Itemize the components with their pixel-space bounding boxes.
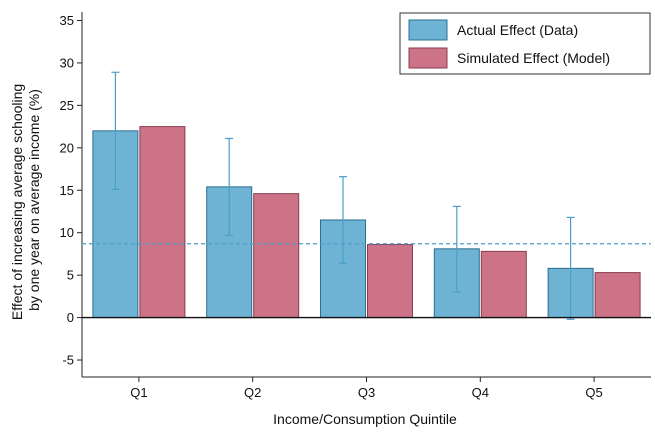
legend-swatch-actual [408,19,448,41]
x-axis-title: Income/Consumption Quintile [273,411,457,427]
x-tick-label: Q2 [244,385,261,400]
y-tick-label: 5 [67,268,74,283]
y-tick-label: 35 [60,13,74,28]
bars [92,126,641,319]
y-axis-title-line-2: by one year on average income (%) [26,89,42,311]
bar-simulated [594,272,641,319]
legend: Actual Effect (Data) Simulated Effect (M… [399,12,651,75]
y-axis-ticks: -5 0 5 10 15 20 25 30 35 [60,13,82,368]
y-tick-label: 0 [67,310,74,325]
x-tick-label: Q3 [358,385,375,400]
y-tick-label: 10 [60,225,74,240]
x-tick-label: Q5 [585,385,602,400]
x-tick-label: Q1 [130,385,147,400]
error-bars [111,71,575,320]
x-tick-label: Q4 [472,385,489,400]
bar-simulated [480,250,527,319]
legend-label-simulated: Simulated Effect (Model) [457,50,610,66]
y-tick-label: 25 [60,98,74,113]
legend-label-actual: Actual Effect (Data) [457,22,578,38]
y-axis-title: Effect of increasing average schooling b… [9,80,42,320]
x-axis-ticks: Q1 Q2 Q3 Q4 Q5 [130,377,603,400]
bar-simulated [139,126,186,319]
bar-simulated [253,193,300,319]
y-axis-title-line-1: Effect of increasing average schooling [9,84,25,320]
y-tick-label: 15 [60,183,74,198]
y-tick-label: -5 [62,353,74,368]
legend-swatch-simulated [408,47,448,69]
y-tick-label: 20 [60,140,74,155]
y-tick-label: 30 [60,55,74,70]
bar-simulated [367,244,413,319]
